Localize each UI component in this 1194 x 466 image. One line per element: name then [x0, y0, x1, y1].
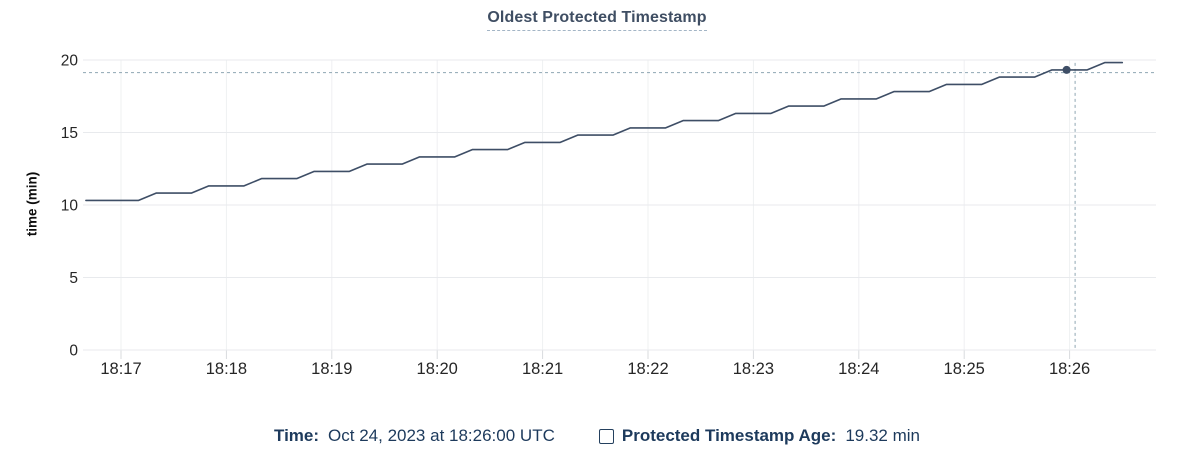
legend-series-value: 19.32 min [845, 426, 920, 445]
chart-legend: Time: Oct 24, 2023 at 18:26:00 UTC Prote… [0, 423, 1194, 449]
x-tick-label: 18:24 [838, 360, 879, 378]
chart-canvas[interactable]: 18:17 18:18 18:19 18:20 18:21 18:22 18:23 18:24… [0, 0, 1194, 410]
series-line-protected-timestamp-age [85, 61, 1124, 202]
legend-series-toggle[interactable]: Protected Timestamp Age: 19.32 min [598, 423, 920, 449]
x-tick-label: 18:26 [1049, 360, 1090, 378]
x-tick-label: 18:20 [417, 360, 458, 378]
legend-time-value: Oct 24, 2023 at 18:26:00 UTC [328, 426, 555, 445]
chart-title: Oldest Protected Timestamp [487, 9, 707, 31]
x-tick-label: 18:18 [206, 360, 247, 378]
y-tick-label: 20 [61, 53, 79, 70]
chart-header: Oldest Protected Timestamp [0, 9, 1194, 31]
hovered-data-point [1062, 65, 1071, 74]
x-tick-label: 18:23 [733, 360, 774, 378]
series-checkbox-icon[interactable] [598, 428, 614, 444]
y-tick-label: 0 [69, 343, 78, 360]
x-tick-label: 18:19 [311, 360, 352, 378]
x-tick-label: 18:25 [944, 360, 985, 378]
x-tick-label: 18:17 [100, 360, 141, 378]
y-tick-label: 10 [61, 198, 79, 215]
y-tick-label: 15 [61, 125, 78, 142]
y-tick-label: 5 [69, 270, 78, 287]
legend-series-label: Protected Timestamp Age: [621, 426, 837, 445]
x-tick-label: 18:21 [522, 360, 563, 378]
x-tick-label: 18:22 [627, 360, 668, 378]
legend-time-label: Time: [274, 426, 320, 445]
